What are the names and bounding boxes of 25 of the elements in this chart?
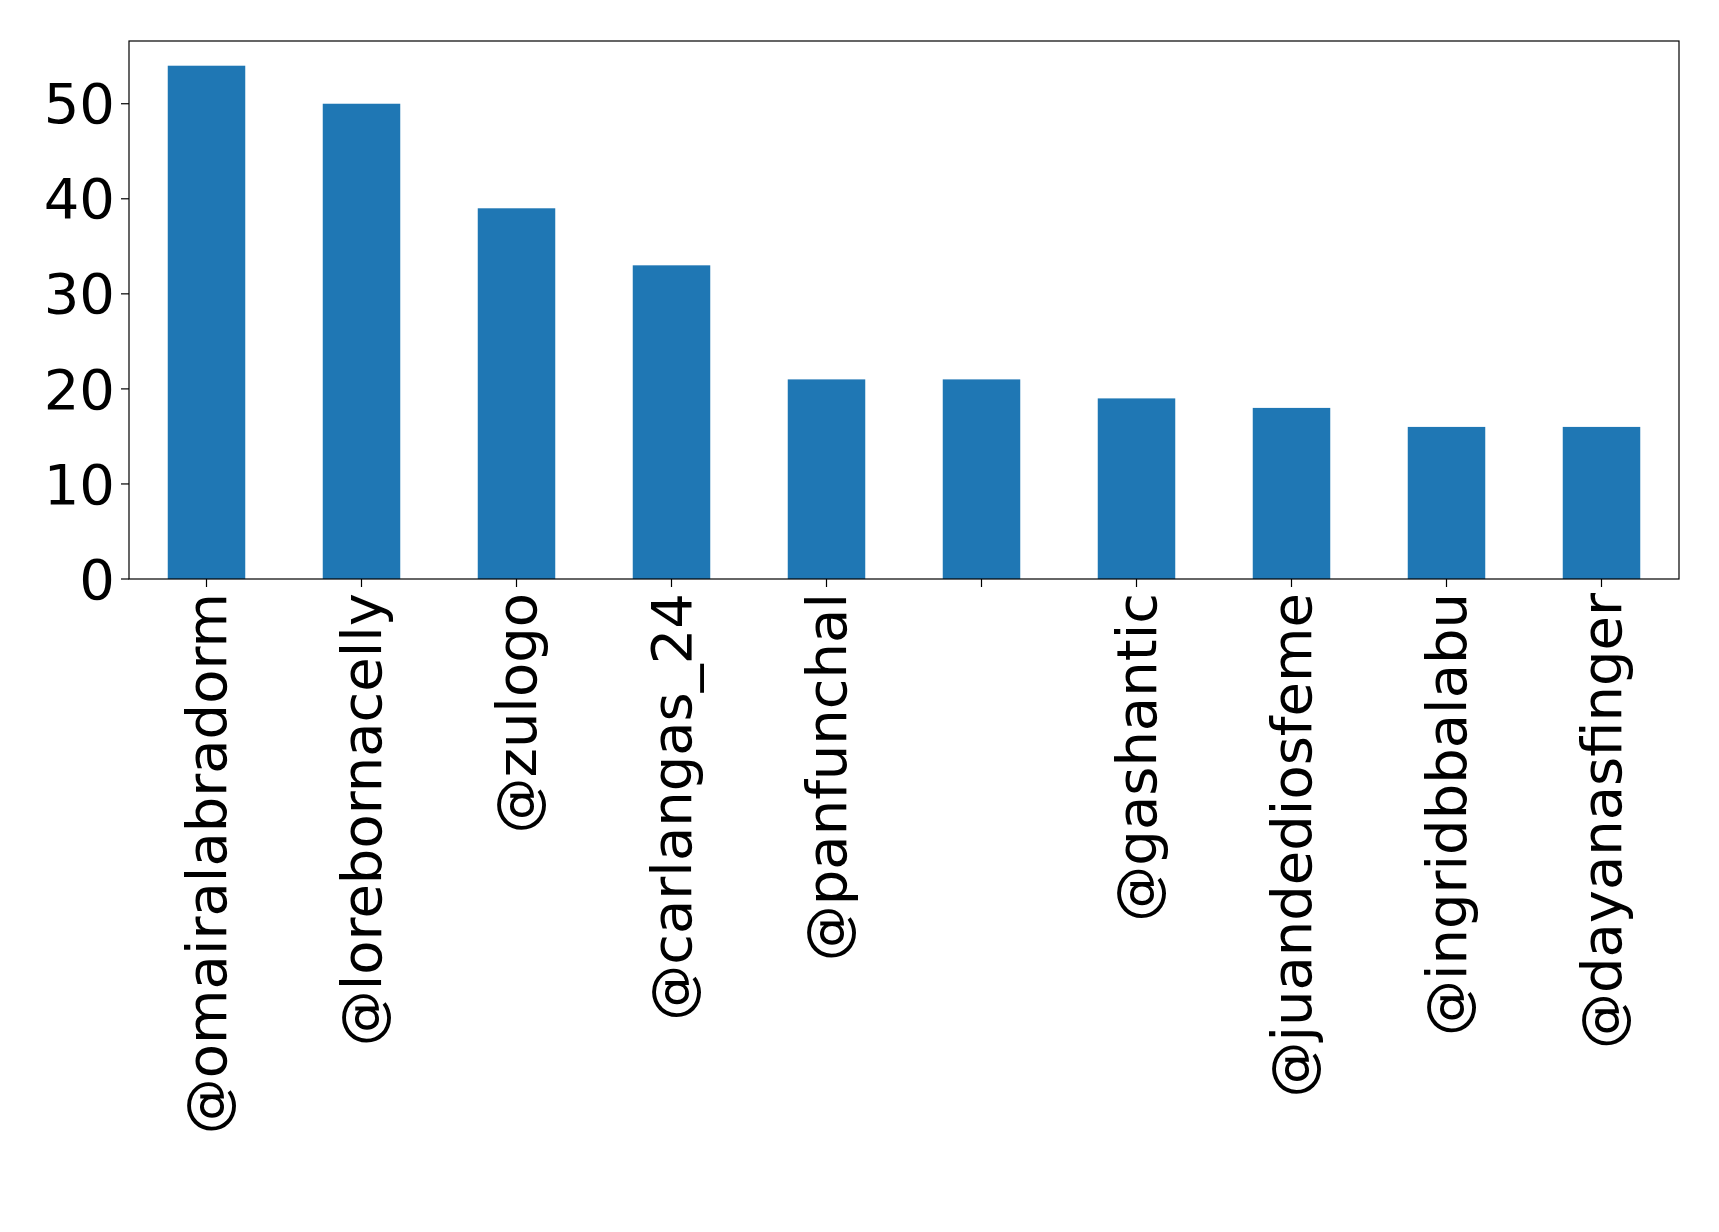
bar [1407, 426, 1486, 579]
x-tick-label: @carlangas_24 [639, 593, 705, 1021]
bar [1562, 426, 1641, 579]
x-tick-label: @dayanasfinger [1569, 592, 1635, 1050]
bar [167, 65, 246, 579]
x-tick-label: @lorebornacelly [329, 593, 395, 1047]
y-tick-label: 30 [43, 261, 115, 327]
bar [477, 208, 556, 579]
bar [787, 379, 866, 579]
x-tick-label: @panfunchal [794, 593, 860, 962]
bar [322, 103, 401, 579]
x-tick-label: @omairalabradorm [174, 593, 240, 1135]
bar [632, 265, 711, 579]
x-tick-label: @gashantic [1104, 593, 1170, 922]
bar [1252, 407, 1331, 579]
y-tick-label: 40 [43, 166, 115, 232]
y-tick-label: 0 [79, 546, 115, 612]
y-tick-label: 20 [43, 356, 115, 422]
bar [942, 379, 1021, 579]
x-tick-label: @zulogo [484, 593, 550, 834]
x-tick-label: @juandediosfeme [1259, 593, 1325, 1098]
x-tick-label: @ingridbbalabu [1414, 593, 1480, 1037]
y-tick-label: 10 [43, 451, 115, 517]
bar [1097, 398, 1176, 579]
y-tick-label: 50 [43, 71, 115, 137]
